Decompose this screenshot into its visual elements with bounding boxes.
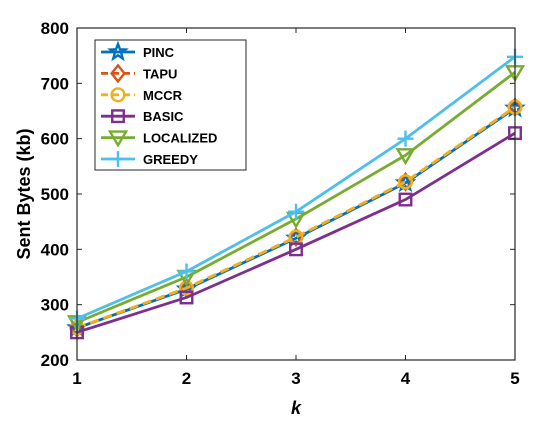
x-tick-label: 3 [291,369,300,388]
y-axis-label: Sent Bytes (kb) [14,128,34,259]
axes-layer: 1 2 3 4 5 200 300 400 500 600 700 800 [41,19,520,388]
legend-entry-mccr: MCCR [101,87,183,103]
data-point-mccr [178,280,195,296]
x-tick-label: 2 [182,369,191,388]
legend-marker-localized [107,130,129,148]
legend-entry-localized: LOCALIZED [101,130,217,148]
legend-marker-pinc [107,40,129,62]
data-point-basic [179,290,194,305]
x-tick-label: 5 [510,369,519,388]
legend-entry-tapu: TAPU [101,63,177,84]
y-tick-label: 800 [41,19,69,38]
legend-marker-tapu [110,63,126,84]
legend-label-basic: BASIC [143,109,184,124]
x-axis-label: k [291,398,302,418]
x-tick-label: 1 [72,369,81,388]
data-point-greedy [288,203,304,220]
data-point-localized [395,148,416,166]
y-tick-label: 500 [41,185,69,204]
y-tick-label: 300 [41,296,69,315]
data-point-basic [398,192,413,207]
x-tick-label: 4 [401,369,411,388]
legend-label-tapu: TAPU [143,66,177,81]
legend-marker-greedy [110,151,126,167]
data-point-greedy [397,130,414,147]
y-tick-label: 600 [41,130,69,149]
legend-marker-basic [111,109,125,124]
y-tick-label: 200 [41,351,69,370]
legend-label-localized: LOCALIZED [143,131,217,146]
data-point-greedy [178,263,195,280]
data-point-mccr [397,174,414,190]
series-line-basic [76,131,516,334]
legend-entry-pinc: PINC [101,40,175,62]
legend-entry-greedy: GREEDY [101,151,198,167]
legend-entry-basic: BASIC [101,109,184,124]
y-tick-label: 400 [41,240,69,259]
legend-label-pinc: PINC [143,45,175,60]
y-tick-label: 700 [41,74,69,93]
legend: PINC TAPU MCCR BASIC LOCALIZED GREEDY [94,39,247,171]
legend-marker-mccr [110,87,126,103]
legend-label-mccr: MCCR [143,88,183,103]
series-line-mccr [76,105,516,330]
legend-box [94,39,247,171]
legend-label-greedy: GREEDY [143,152,198,167]
data-point-basic [289,242,303,257]
